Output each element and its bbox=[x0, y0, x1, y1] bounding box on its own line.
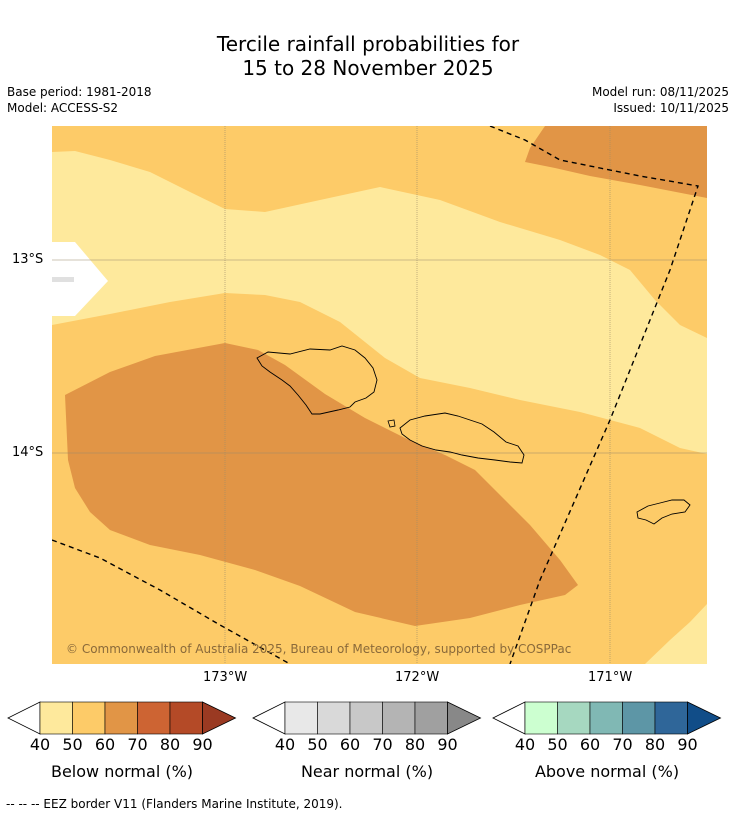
colorbar-near-tick: 50 bbox=[307, 735, 328, 754]
band-below-40-50-corner bbox=[645, 604, 707, 664]
copyright-text: © Commonwealth of Australia 2025, Bureau… bbox=[66, 642, 571, 656]
colorbar-near-swatch bbox=[414, 701, 448, 735]
band-below-40-50 bbox=[52, 151, 707, 454]
colorbar-label-below: Below normal (%) bbox=[50, 762, 194, 781]
colorbar-below-swatch bbox=[137, 701, 171, 735]
colorbar-above-tick: 70 bbox=[612, 735, 633, 754]
colorbar-below bbox=[7, 701, 237, 735]
colorbar-near-tick: 60 bbox=[339, 735, 361, 754]
colorbar-above-swatch bbox=[589, 701, 623, 735]
manono-islet bbox=[387, 419, 396, 428]
colorbar-above-swatch bbox=[622, 701, 656, 735]
colorbar-below-tick: 60 bbox=[94, 735, 116, 754]
colorbar-below-high-extend bbox=[202, 701, 237, 735]
colorbar-below-swatch bbox=[72, 701, 106, 735]
issued-date: Issued: 10/11/2025 bbox=[613, 101, 729, 115]
colorbar-above-tick: 80 bbox=[644, 735, 666, 754]
no-data-notch bbox=[52, 242, 108, 316]
model-name: Model: ACCESS-S2 bbox=[7, 101, 119, 115]
colorbar-near-tick: 70 bbox=[372, 735, 393, 754]
colorbar-below-swatch bbox=[39, 701, 73, 735]
colorbar-below-swatch bbox=[104, 701, 138, 735]
lat-lines bbox=[52, 259, 707, 454]
colorbar-below-tick: 40 bbox=[29, 735, 51, 754]
colorbar-near-swatch bbox=[284, 701, 318, 735]
colorbar-label-near: Near normal (%) bbox=[300, 762, 434, 781]
colorbar-above-tick: 60 bbox=[579, 735, 601, 754]
lon-label-172w: 172°W bbox=[395, 670, 440, 685]
colorbar-above-low-extend bbox=[492, 701, 526, 735]
colorbar-above-tick: 50 bbox=[547, 735, 568, 754]
model-run: Model run: 08/11/2025 bbox=[591, 85, 729, 99]
title-line-2: 15 to 28 November 2025 bbox=[242, 56, 494, 80]
colorbar-below-tick: 80 bbox=[159, 735, 181, 754]
band-below-60-70-main bbox=[65, 343, 578, 626]
eez-legend: -- -- -- EEZ border V11 (Flanders Marine… bbox=[6, 797, 343, 811]
upolu-island bbox=[399, 412, 525, 464]
colorbar-near bbox=[252, 701, 482, 735]
colorbar-near-swatch bbox=[382, 701, 416, 735]
colorbar-below-low-extend bbox=[7, 701, 41, 735]
colorbar-above-tick: 40 bbox=[514, 735, 536, 754]
colorbar-near-low-extend bbox=[252, 701, 286, 735]
colorbar-below-tick: 70 bbox=[127, 735, 148, 754]
tutuila-island bbox=[636, 499, 691, 525]
lon-label-171w: 171°W bbox=[588, 670, 633, 685]
colorbar-above-swatch bbox=[524, 701, 558, 735]
colorbar-below-swatch bbox=[169, 701, 203, 735]
lat-label-14s: 14°S bbox=[12, 445, 44, 460]
colorbar-above bbox=[492, 701, 722, 735]
title-line-1: Tercile rainfall probabilities for bbox=[216, 32, 520, 56]
colorbar-above-high-extend bbox=[687, 701, 722, 735]
colorbar-label-above: Above normal (%) bbox=[534, 762, 680, 781]
base-period: Base period: 1981-2018 bbox=[7, 85, 152, 99]
eez-border bbox=[52, 126, 699, 664]
lat-label-13s: 13°S bbox=[12, 252, 44, 267]
savaii-island bbox=[256, 345, 378, 415]
colorbar-below-tick: 50 bbox=[62, 735, 83, 754]
lon-label-173w: 173°W bbox=[203, 670, 248, 685]
colorbar-near-swatch bbox=[317, 701, 351, 735]
colorbar-near-tick: 40 bbox=[274, 735, 296, 754]
colorbars bbox=[7, 701, 722, 735]
colorbar-above-swatch bbox=[557, 701, 591, 735]
colorbar-above-swatch bbox=[654, 701, 688, 735]
colorbar-near-tick: 80 bbox=[404, 735, 426, 754]
colorbar-above-tick: 90 bbox=[677, 735, 698, 754]
graticule bbox=[224, 126, 611, 664]
no-data-bar bbox=[52, 277, 74, 282]
colorbar-near-swatch bbox=[349, 701, 383, 735]
colorbar-below-tick: 90 bbox=[192, 735, 213, 754]
colorbar-near-high-extend bbox=[447, 701, 482, 735]
colorbar-near-tick: 90 bbox=[437, 735, 458, 754]
